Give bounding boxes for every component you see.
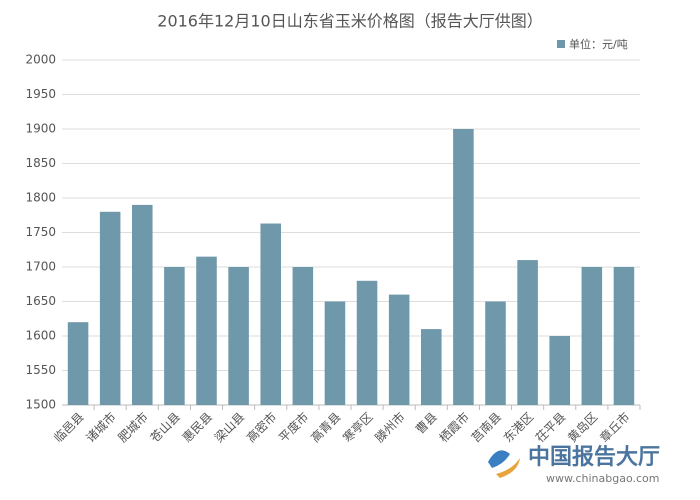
x-tick-label: 肥城市 bbox=[115, 409, 151, 445]
y-tick-label: 2000 bbox=[25, 53, 56, 67]
legend-label: 单位：元/吨 bbox=[569, 37, 628, 51]
y-tick-label: 1950 bbox=[25, 87, 56, 101]
y-tick-label: 1800 bbox=[25, 191, 56, 205]
y-tick-label: 1750 bbox=[25, 225, 56, 239]
y-tick-label: 1600 bbox=[25, 329, 56, 343]
x-tick-label: 曹县 bbox=[413, 410, 440, 437]
x-tick-label: 茌平县 bbox=[533, 410, 568, 445]
bar bbox=[228, 267, 249, 405]
chart-title: 2016年12月10日山东省玉米价格图（报告大厅供图） bbox=[157, 12, 542, 31]
x-tick-label: 苍山县 bbox=[148, 410, 183, 445]
y-tick-label: 1650 bbox=[25, 294, 56, 308]
legend-swatch bbox=[557, 40, 565, 48]
bar bbox=[388, 294, 410, 405]
bar bbox=[260, 223, 281, 405]
bar bbox=[421, 329, 442, 405]
y-tick-label: 1850 bbox=[25, 156, 56, 170]
x-tick-label: 梁山县 bbox=[211, 409, 247, 445]
x-tick-label: 临邑县 bbox=[51, 410, 86, 445]
bar bbox=[292, 267, 314, 405]
bar bbox=[132, 204, 153, 405]
bar bbox=[324, 301, 346, 405]
bar bbox=[485, 301, 506, 405]
x-tick-label: 平度市 bbox=[275, 409, 311, 445]
watermark: 中国报告大厅 www.chinabgao.com bbox=[488, 445, 660, 485]
x-tick-label: 莒南县 bbox=[468, 409, 504, 445]
x-tick-label: 滕州市 bbox=[372, 409, 408, 445]
bar bbox=[356, 280, 378, 405]
bar bbox=[99, 211, 121, 405]
x-tick-label: 章丘市 bbox=[596, 409, 632, 445]
x-tick-label: 寒亭区 bbox=[340, 409, 376, 445]
x-tick-label: 栖霞市 bbox=[436, 409, 472, 445]
bar bbox=[67, 322, 89, 405]
bar bbox=[164, 267, 185, 405]
y-tick-label: 1900 bbox=[25, 122, 56, 136]
bar bbox=[613, 267, 635, 405]
y-tick-label: 1500 bbox=[25, 398, 56, 412]
bar bbox=[196, 256, 217, 405]
x-tick-label: 东港区 bbox=[501, 410, 536, 445]
watermark-logo bbox=[496, 458, 520, 478]
bar bbox=[581, 267, 603, 405]
bar bbox=[517, 260, 538, 405]
watermark-logo bbox=[488, 450, 510, 468]
x-tick-label: 诸城市 bbox=[83, 409, 119, 445]
x-tick-label: 高青县 bbox=[307, 409, 343, 445]
x-tick-label: 高密市 bbox=[243, 409, 279, 445]
watermark-brand: 中国报告大厅 bbox=[528, 445, 660, 470]
x-tick-label: 黄岛区 bbox=[564, 409, 600, 445]
watermark-url: www.chinabgao.com bbox=[546, 472, 660, 485]
y-tick-label: 1700 bbox=[25, 260, 56, 274]
x-tick-label: 惠民县 bbox=[180, 410, 215, 445]
bar bbox=[549, 336, 570, 405]
bar bbox=[453, 129, 474, 405]
y-tick-label: 1550 bbox=[25, 363, 56, 377]
